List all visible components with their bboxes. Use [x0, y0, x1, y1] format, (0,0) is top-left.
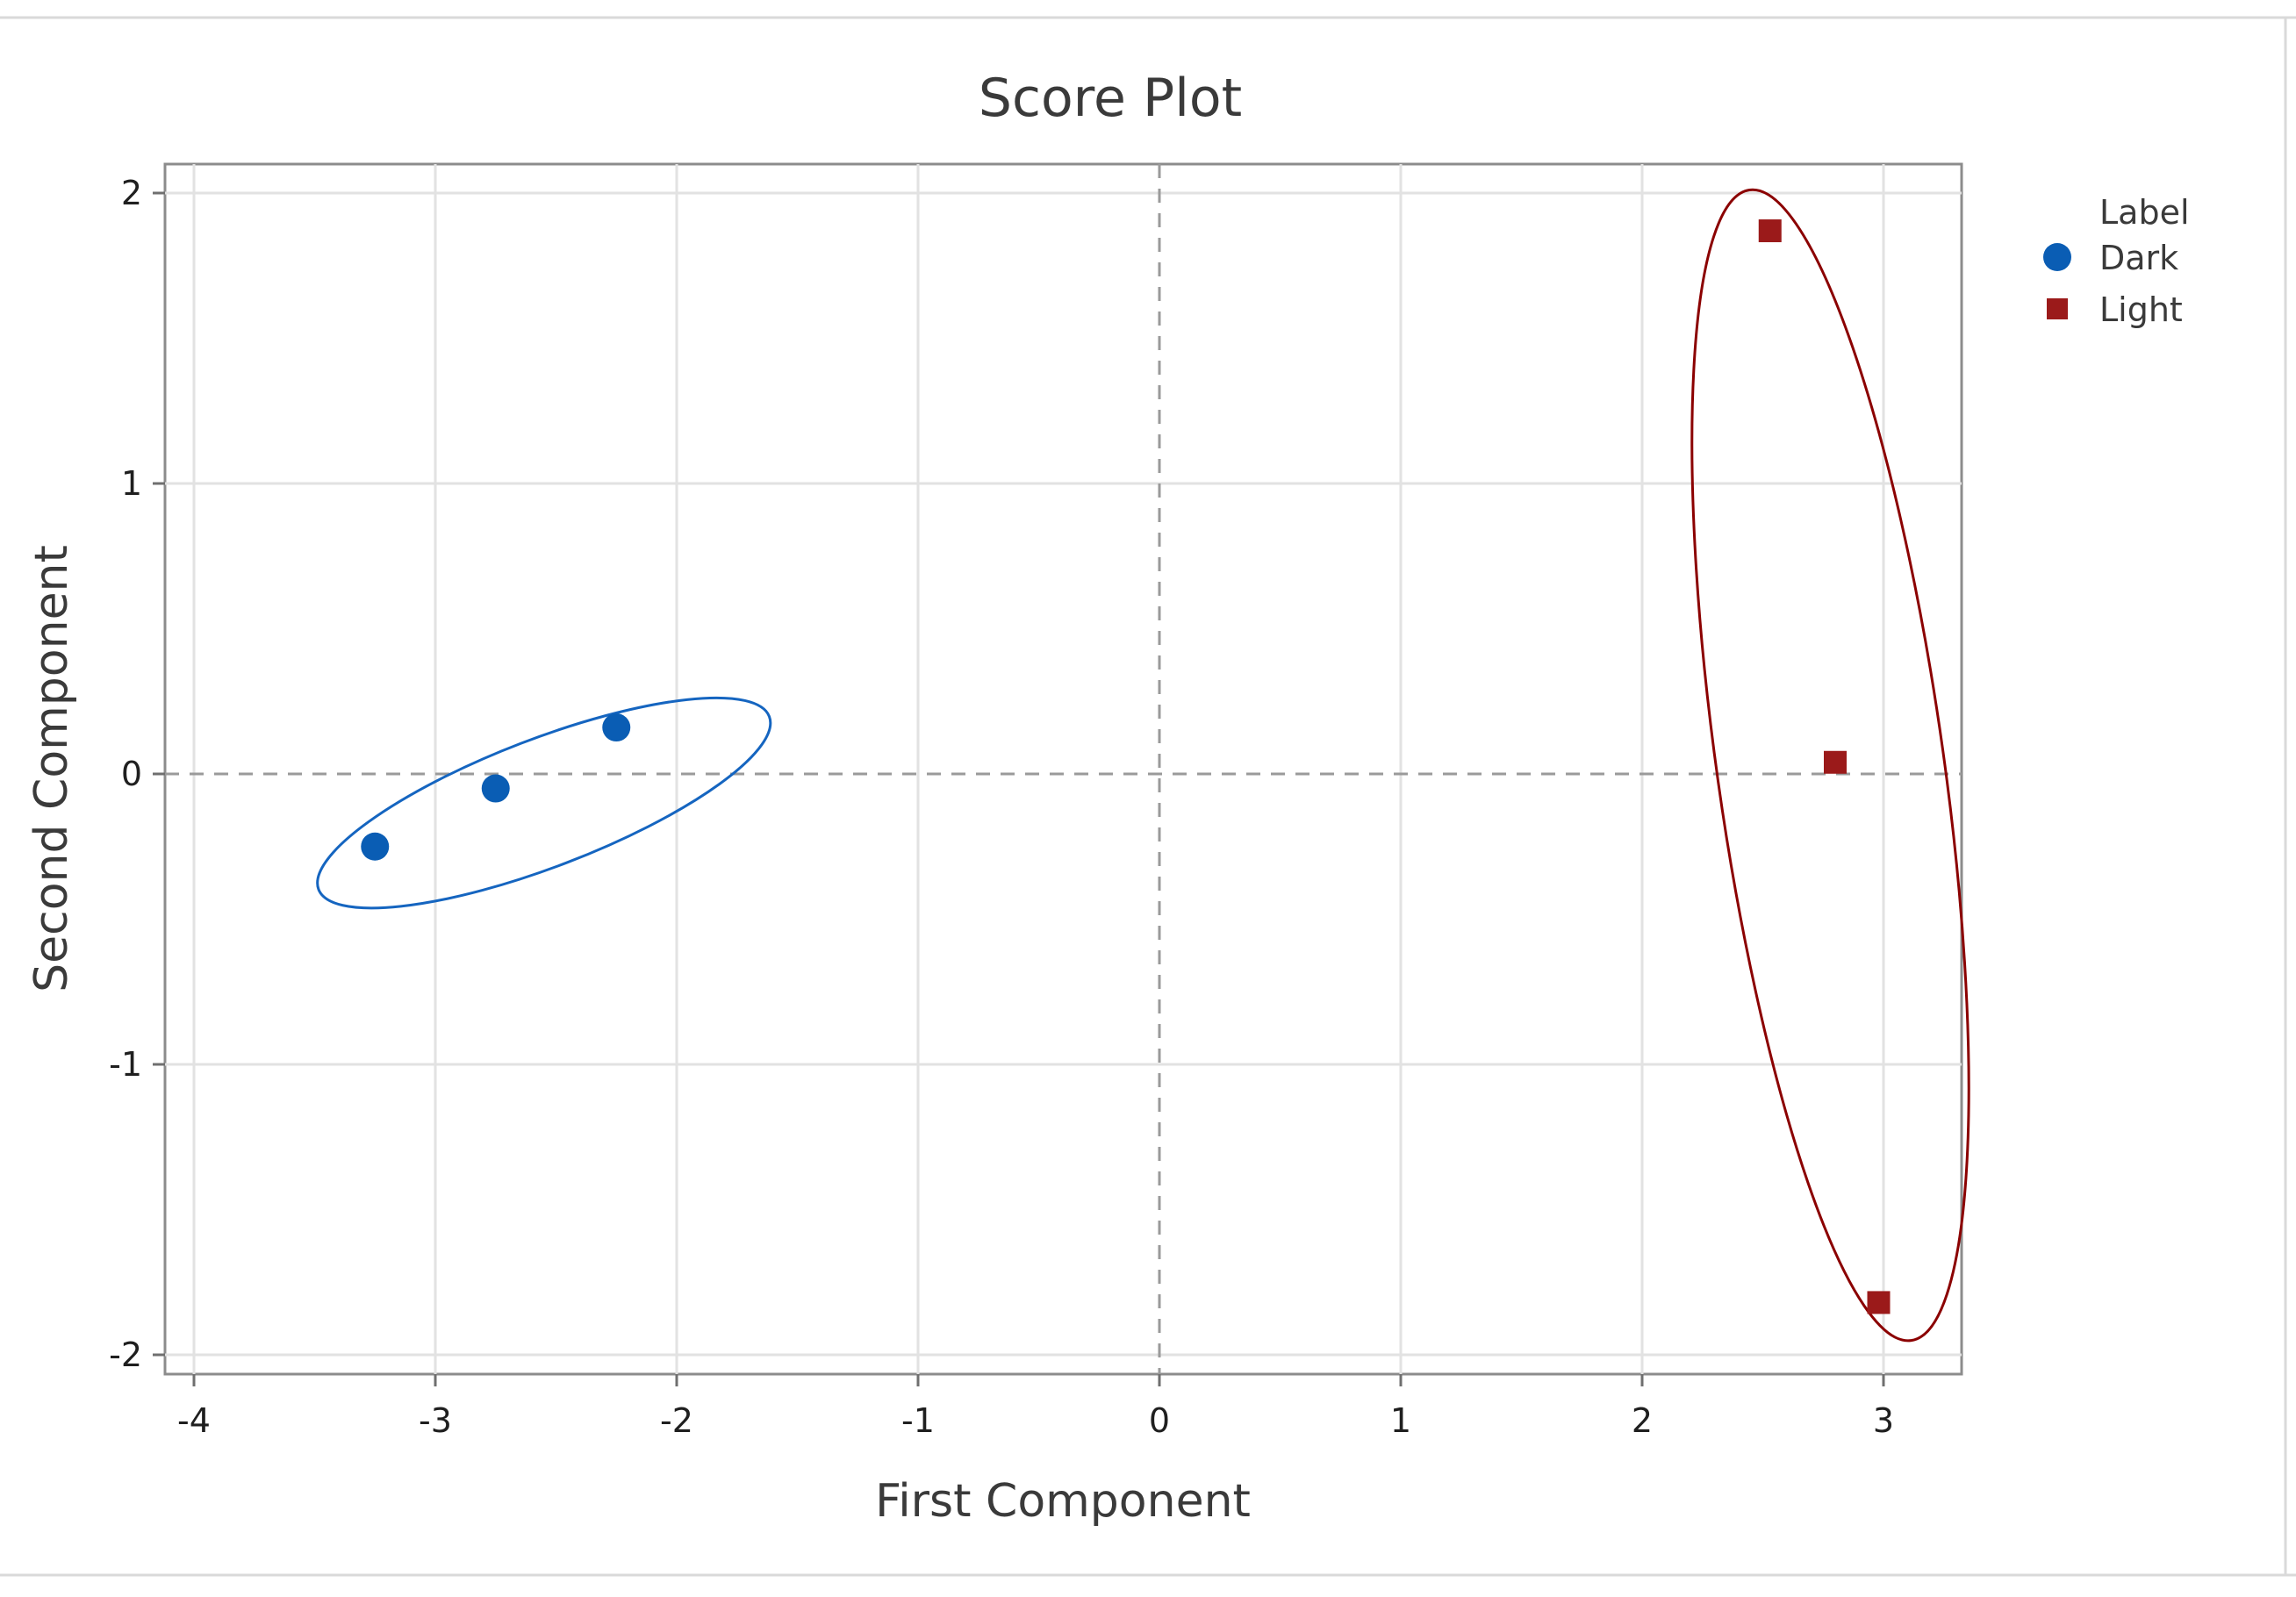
y-axis-title: Second Component	[25, 545, 78, 992]
y-tick-label: -2	[109, 1336, 142, 1374]
ellipse-light-group	[1690, 188, 1970, 1343]
x-tick-label: -1	[901, 1401, 935, 1440]
x-tick-label: -2	[660, 1401, 693, 1440]
plot-area	[163, 162, 1963, 1376]
data-point-light	[1758, 219, 1782, 243]
x-axis-ticks: -4 -3 -2 -1 0 1 2 3	[177, 1374, 1894, 1440]
y-tick-label: -1	[109, 1045, 142, 1084]
x-tick-label: 3	[1873, 1401, 1894, 1440]
ellipse-dark-group	[316, 696, 772, 910]
data-point-dark	[361, 832, 390, 861]
legend-marker-dark	[2043, 243, 2071, 271]
y-axis-ticks: -2 -1 0 1 2	[109, 174, 165, 1374]
data-point-light	[1867, 1291, 1891, 1314]
data-point-light	[1824, 750, 1847, 774]
group-ellipses	[316, 188, 1970, 1343]
x-tick-label: 0	[1149, 1401, 1170, 1440]
legend-items: Dark Light	[2043, 239, 2183, 329]
data-points	[361, 219, 1891, 1314]
x-axis-title: First Component	[875, 1475, 1251, 1528]
x-tick-label: 2	[1632, 1401, 1653, 1440]
data-point-dark	[481, 774, 510, 803]
legend-label-dark: Dark	[2099, 239, 2178, 277]
y-tick-label: 1	[121, 464, 142, 503]
x-tick-label: 1	[1390, 1401, 1411, 1440]
legend-label-light: Light	[2099, 290, 2183, 329]
legend: Label Dark Light	[2043, 193, 2190, 329]
reference-lines	[165, 164, 1962, 1374]
x-tick-label: -3	[419, 1401, 452, 1440]
gridlines	[165, 164, 1962, 1374]
chart-title: Score Plot	[979, 68, 1242, 129]
legend-marker-light	[2047, 298, 2068, 319]
y-tick-label: 0	[121, 755, 142, 793]
x-tick-label: -4	[177, 1401, 211, 1440]
legend-title: Label	[2099, 193, 2190, 232]
y-tick-label: 2	[121, 174, 142, 212]
data-point-dark	[602, 713, 631, 742]
